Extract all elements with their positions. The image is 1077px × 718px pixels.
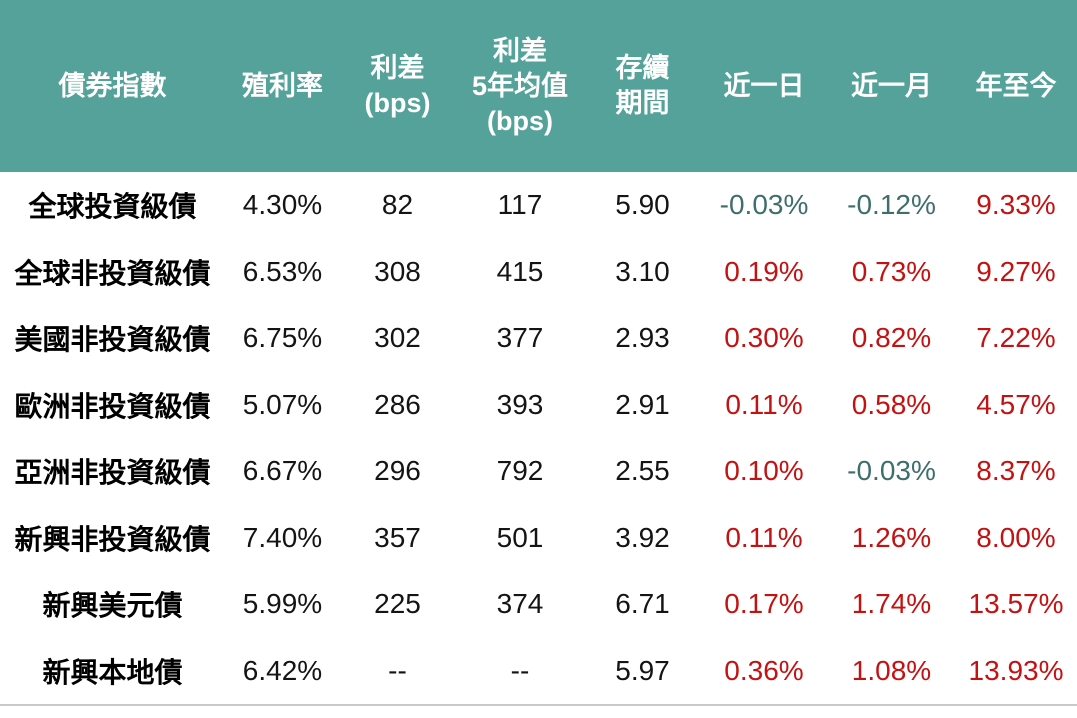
- cell-spread-bps: 82: [381, 189, 414, 221]
- cell-change-ytd: 7.22%: [976, 322, 1056, 354]
- cell-spread-5y-avg-bps: 117: [497, 189, 543, 221]
- cell-change-1m: 1.74%: [851, 588, 932, 620]
- cell-change-1m: -0.12%: [847, 189, 936, 221]
- column-header-change-1m: 近一月: [851, 70, 932, 101]
- cell-duration: 5.97: [615, 654, 670, 686]
- column-header-yield: 殖利率: [242, 70, 323, 101]
- cell-yield: 6.42%: [242, 654, 323, 686]
- column-header-spread-bps: 利差 (bps): [364, 53, 431, 118]
- cell-spread-bps: 357: [374, 521, 421, 553]
- cell-change-ytd: 9.27%: [976, 255, 1056, 287]
- column-header-change-ytd: 年至今: [975, 70, 1057, 101]
- row-label: 全球非投資級債: [14, 257, 211, 289]
- row-label: 歐洲非投資級債: [14, 390, 211, 422]
- cell-yield: 4.30%: [242, 189, 323, 221]
- cell-change-1d: 0.17%: [724, 588, 804, 620]
- row-label: 全球投資級債: [28, 191, 197, 223]
- cell-change-ytd: 13.93%: [968, 654, 1064, 686]
- cell-change-1m: 1.26%: [851, 521, 932, 553]
- cell-spread-bps: 296: [374, 455, 421, 487]
- cell-spread-bps: 225: [374, 588, 421, 620]
- cell-change-1m: 0.58%: [851, 388, 932, 420]
- cell-spread-5y-avg-bps: 393: [496, 388, 544, 420]
- row-label: 亞洲非投資級債: [14, 457, 211, 489]
- cell-change-1d: -0.03%: [719, 189, 809, 221]
- cell-change-1m: 0.73%: [851, 255, 932, 287]
- cell-duration: 2.91: [615, 388, 670, 420]
- cell-change-1d: 0.30%: [724, 322, 804, 354]
- table-body: 全球投資級債 4.30% 82 117 5.90 -0.03% -0.12% 9.33% 全球非…: [0, 172, 1077, 704]
- cell-change-1d: 0.36%: [724, 654, 804, 686]
- cell-duration: 3.92: [615, 521, 670, 553]
- cell-change-ytd: 8.37%: [976, 455, 1056, 487]
- column-header-spread-5y-avg-bps: 利差 5年均值 (bps): [471, 35, 569, 136]
- cell-yield: 5.07%: [242, 388, 323, 420]
- column-header-change-1d: 近一日: [723, 70, 805, 101]
- cell-spread-5y-avg-bps: 792: [496, 455, 544, 487]
- cell-change-1m: 0.82%: [851, 322, 932, 354]
- cell-duration: 2.93: [615, 322, 670, 354]
- cell-change-ytd: 13.57%: [968, 588, 1064, 620]
- table-header-row: 債券指數 殖利率 利差 (bps) 利差 5年均值 (bps) 存續 期間 近一日 近一月 年…: [0, 0, 1077, 172]
- column-header-duration: 存續 期間: [615, 53, 670, 118]
- column-header-index-name: 債券指數: [58, 70, 167, 101]
- cell-spread-bps: 286: [374, 388, 421, 420]
- cell-spread-bps: --: [388, 654, 407, 686]
- cell-change-1m: -0.03%: [847, 455, 936, 487]
- cell-change-1d: 0.10%: [724, 455, 804, 487]
- cell-spread-5y-avg-bps: 377: [496, 322, 544, 354]
- cell-yield: 6.53%: [242, 255, 323, 287]
- cell-spread-bps: 302: [374, 322, 421, 354]
- row-label: 新興非投資級債: [14, 523, 211, 555]
- cell-yield: 6.67%: [242, 455, 323, 487]
- cell-duration: 2.55: [615, 455, 670, 487]
- cell-spread-5y-avg-bps: --: [510, 654, 530, 686]
- cell-yield: 5.99%: [242, 588, 323, 620]
- cell-duration: 6.71: [615, 588, 670, 620]
- cell-yield: 7.40%: [242, 521, 323, 553]
- cell-change-ytd: 4.57%: [976, 388, 1056, 420]
- cell-change-1d: 0.11%: [725, 388, 803, 420]
- cell-change-1d: 0.11%: [725, 521, 803, 553]
- row-label: 新興本地債: [42, 656, 183, 688]
- cell-duration: 5.90: [615, 189, 670, 221]
- row-label: 美國非投資級債: [14, 324, 211, 356]
- cell-spread-5y-avg-bps: 501: [496, 521, 544, 553]
- cell-change-ytd: 8.00%: [976, 521, 1056, 553]
- cell-change-ytd: 9.33%: [976, 189, 1056, 221]
- cell-yield: 6.75%: [242, 322, 323, 354]
- cell-duration: 3.10: [615, 255, 670, 287]
- row-label: 新興美元債: [42, 590, 183, 622]
- cell-spread-5y-avg-bps: 374: [496, 588, 544, 620]
- cell-change-1d: 0.19%: [724, 255, 804, 287]
- cell-spread-5y-avg-bps: 415: [496, 255, 544, 287]
- cell-change-1m: 1.08%: [851, 654, 932, 686]
- cell-spread-bps: 308: [374, 255, 421, 287]
